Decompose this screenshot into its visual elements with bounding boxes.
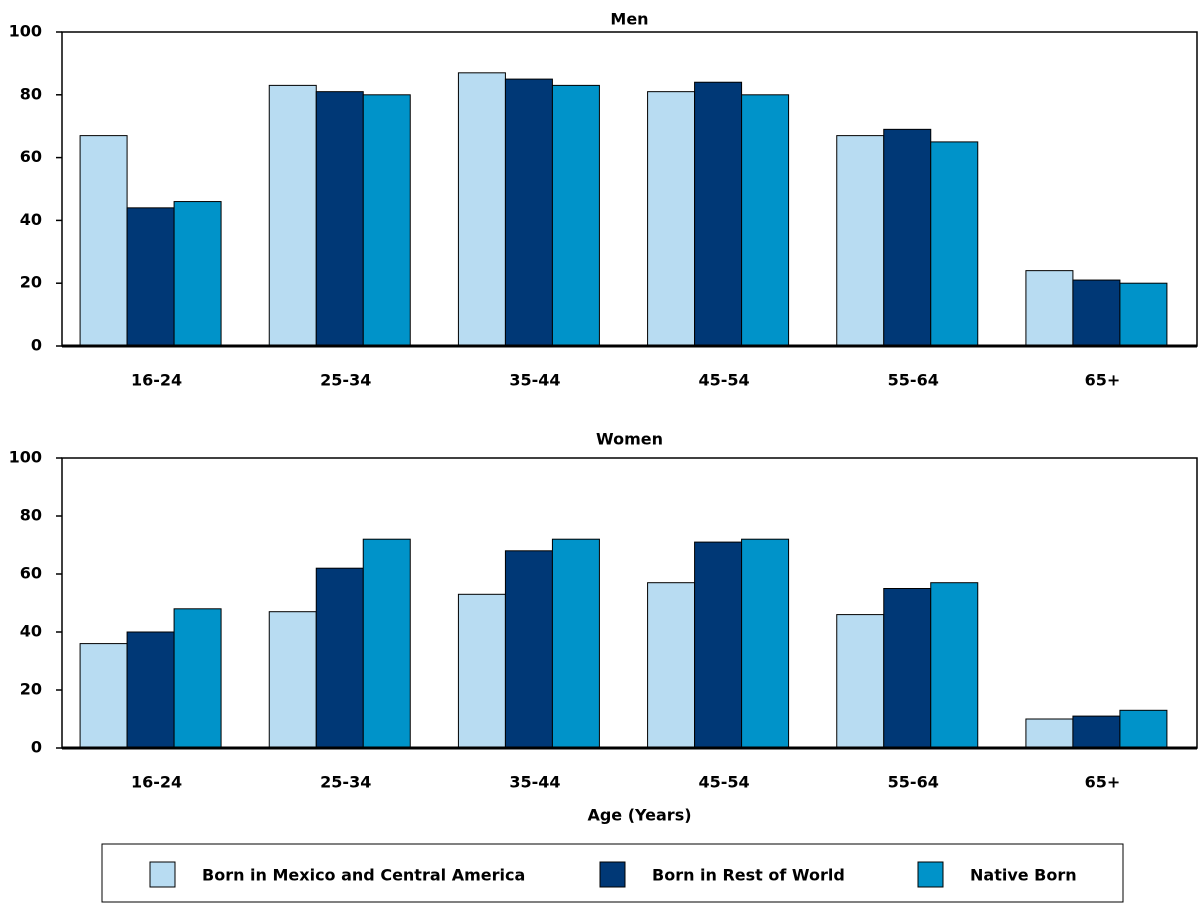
bar [315,91,364,347]
bar [173,201,222,347]
chart-title: Men [610,10,648,29]
bar [1119,282,1168,347]
x-tick-label: 55-64 [888,773,939,792]
bar [647,91,696,347]
bar [79,135,128,347]
y-tick-label: 100 [9,448,42,467]
bar [694,541,743,749]
x-tick-label: 65+ [1085,371,1121,390]
bar [551,84,600,347]
bar [883,588,932,749]
y-tick-label: 40 [20,622,42,641]
x-tick-label: 45-54 [698,371,749,390]
bar [551,538,600,749]
x-tick-label: 35-44 [509,371,560,390]
bar [1025,718,1074,749]
legend-label: Born in Rest of World [652,866,845,885]
bar [126,631,175,749]
bar [362,538,411,749]
legend-label: Native Born [970,866,1077,885]
x-tick-label: 45-54 [698,773,749,792]
x-tick-label: 25-34 [320,773,371,792]
bar [694,81,743,347]
legend-swatch [599,861,626,888]
x-tick-label: 55-64 [888,371,939,390]
bar [504,78,553,347]
bar [457,593,506,749]
x-tick-label: 16-24 [131,773,182,792]
bar [504,550,553,749]
legend-swatch [149,861,176,888]
y-tick-label: 80 [20,84,42,103]
chart-title: Women [596,430,663,449]
x-tick-label: 16-24 [131,371,182,390]
bar [362,94,411,347]
x-tick-label: 25-34 [320,371,371,390]
bar [1072,279,1121,347]
bar [647,582,696,749]
y-tick-label: 60 [20,147,42,166]
bar [79,643,128,749]
bar [126,207,175,347]
y-tick-label: 100 [9,22,42,41]
bar [1119,709,1168,749]
bar [315,567,364,749]
y-tick-label: 0 [31,738,42,757]
bar [741,94,790,347]
bar [883,128,932,347]
y-tick-label: 80 [20,506,42,525]
bar [930,582,979,749]
y-tick-label: 0 [31,336,42,355]
y-tick-label: 40 [20,210,42,229]
bar [268,611,317,749]
bar [1072,715,1121,749]
bar [1025,270,1074,347]
bar [836,614,885,749]
y-tick-label: 60 [20,564,42,583]
legend-label: Born in Mexico and Central America [202,866,525,885]
plot-frame [61,457,1198,749]
bar [836,135,885,347]
legend-swatch [917,861,944,888]
bar [173,608,222,749]
x-tick-label: 35-44 [509,773,560,792]
bar [457,72,506,347]
bar [930,141,979,347]
y-tick-label: 20 [20,680,42,699]
x-axis-label: Age (Years) [587,806,691,825]
x-tick-label: 65+ [1085,773,1121,792]
bar [268,84,317,347]
bar [741,538,790,749]
y-tick-label: 20 [20,273,42,292]
